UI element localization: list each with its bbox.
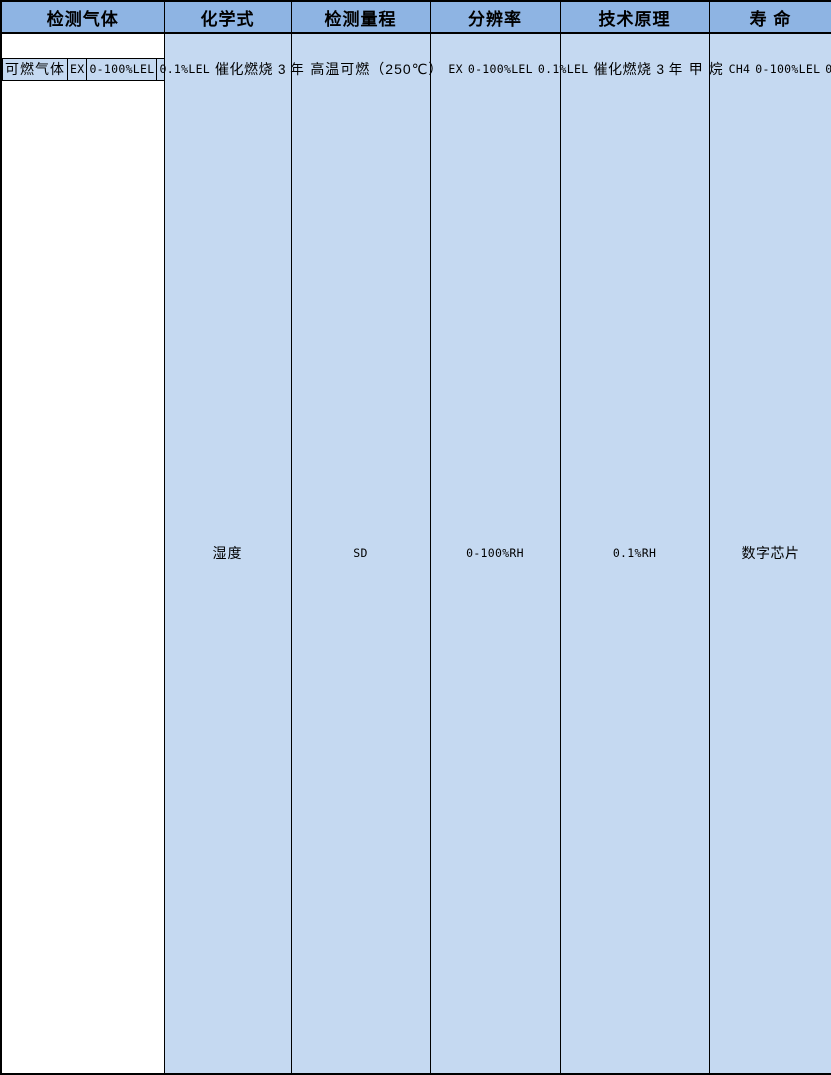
table-row: 可燃气体 EX 0-100%LEL 0.1%LEL 催化燃烧 3 年高温可燃（250℃） E…: [2, 56, 831, 83]
cell-name: 可燃气体: [2, 57, 68, 81]
cell-resolution: 0.1%LEL: [534, 57, 592, 81]
table-row: 可燃气体 EX 0-100%LEL 0.1%LEL 催化燃烧 3 年高温可燃（250℃） E…: [2, 51, 831, 88]
table-row: 可燃气体 EX 0-100%LEL 0.1%LEL 催化燃烧 3 年高温可燃（250℃） E…: [2, 55, 831, 84]
table-row: 可燃气体 EX 0-100%LEL 0.1%LEL 催化燃烧 3 年高温可燃（250℃） E…: [2, 42, 831, 96]
cell-formula: EX: [66, 57, 88, 81]
cell-name: 高温可燃（250℃）: [307, 57, 447, 81]
table-row: 可燃气体 EX 0-100%LEL 0.1%LEL 催化燃烧 3 年高温可燃（250℃） E…: [2, 57, 686, 81]
cell-range: 0-100%RH: [429, 32, 561, 1075]
table-row: 可燃气体 EX 0-100%LEL 0.1%LEL 催化燃烧 3 年高温可燃（250℃） E…: [2, 56, 831, 82]
table-body: 可燃气体 EX 0-100%LEL 0.1%LEL 催化燃烧 3 年高温可燃（250℃） E…: [1, 32, 831, 1075]
table-row: 可燃气体 EX 0-100%LEL 0.1%LEL 催化燃烧 3 年高温可燃（250℃） E…: [2, 49, 831, 90]
table-row: 可燃气体 EX 0-100%LEL 0.1%LEL 催化燃烧 3 年高温可燃（250℃） E…: [2, 38, 831, 101]
cell-principle: 催化燃烧: [212, 57, 277, 81]
table-row: 可燃气体 EX 0-100%LEL 0.1%LEL 催化燃烧 3 年高温可燃（250℃） E…: [2, 56, 831, 82]
table-row: 可燃气体 EX 0-100%LEL 0.1%LEL 催化燃烧 3 年高温可燃（250℃） E…: [2, 45, 831, 94]
column-header-resolution: 分辨率: [429, 0, 561, 34]
table-row: 可燃气体 EX 0-100%LEL 0.1%LEL 催化燃烧 3 年高温可燃（250℃） E…: [2, 50, 831, 88]
table-row: 可燃气体 EX 0-100%LEL 0.1%LEL 催化燃烧 3 年高温可燃（250℃） E…: [2, 41, 831, 97]
table-header: 检测气体 化学式 检测量程 分辨率 技术原理 寿 命: [0, 0, 831, 34]
table-row: 可燃气体 EX 0-100%LEL 0.1%LEL 催化燃烧 3 年高温可燃（250℃） E…: [2, 47, 831, 92]
cell-resolution: 0.1%LEL: [156, 57, 214, 81]
table-row: 可燃气体 EX 0-100%LEL 0.1%LEL 催化燃烧 3 年高温可燃（250℃） E…: [2, 47, 831, 91]
column-header-principle: 技术原理: [559, 0, 710, 34]
table-row: 可燃气体 EX 0-100%LEL 0.1%LEL 催化燃烧 3 年高温可燃（250℃） E…: [2, 48, 831, 90]
table-row: 可燃气体 EX 0-100%LEL 0.1%LEL 催化燃烧 3 年高温可燃（250℃） E…: [2, 53, 831, 85]
table-header-row: 检测气体 化学式 检测量程 分辨率 技术原理 寿 命: [0, 0, 831, 34]
cell-formula: SD: [290, 32, 431, 1075]
table-row: 可燃气体 EX 0-100%LEL 0.1%LEL 催化燃烧 3 年高温可燃（250℃） E…: [2, 35, 831, 103]
table-row: 可燃气体 EX 0-100%LEL 0.1%LEL 催化燃烧 3 年高温可燃（250℃） E…: [2, 50, 831, 89]
table-row: 可燃气体 EX 0-100%LEL 0.1%LEL 催化燃烧 3 年高温可燃（250℃） E…: [2, 42, 831, 97]
table-row: 可燃气体 EX 0-100%LEL 0.1%LEL 催化燃烧 3 年高温可燃（250℃） E…: [2, 36, 831, 102]
table-row: 可燃气体 EX 0-100%LEL 0.1%LEL 催化燃烧 3 年高温可燃（250℃） E…: [2, 52, 831, 87]
table-row: 可燃气体 EX 0-100%LEL 0.1%LEL 催化燃烧 3 年: [2, 57, 308, 81]
table-row: 可燃气体 EX 0-100%LEL 0.1%LEL 催化燃烧 3 年高温可燃（250℃） E…: [1, 32, 831, 1075]
cell-principle: 数字芯片: [708, 32, 831, 1075]
column-header-formula: 化学式: [163, 0, 292, 34]
cell-name: 湿度: [163, 32, 292, 1075]
table-row: 可燃气体 EX 0-100%LEL 0.1%LEL 催化燃烧 3 年高温可燃（250℃） E…: [2, 45, 831, 93]
table-row: 可燃气体 EX 0-100%LEL 0.1%LEL 催化燃烧 3 年高温可燃（250℃） E…: [2, 55, 831, 83]
table-row: 可燃气体 EX 0-100%LEL 0.1%LEL 催化燃烧 3 年高温可燃（250℃） E…: [2, 37, 831, 101]
table-row: 可燃气体 EX 0-100%LEL 0.1%LEL 催化燃烧 3 年高温可燃（250℃） E…: [2, 49, 831, 89]
cell-range: 0-100%LEL: [86, 57, 158, 81]
cell-resolution: 0.1%RH: [559, 32, 710, 1075]
column-header-range: 检测量程: [290, 0, 431, 34]
table-row: 可燃气体 EX 0-100%LEL 0.1%LEL 催化燃烧 3 年高温可燃（250℃） E…: [2, 40, 831, 99]
table-row: 可燃气体 EX 0-100%LEL 0.1%LEL 催化燃烧 3 年高温可燃（250℃） E…: [2, 56, 831, 82]
table-row: 可燃气体 EX 0-100%LEL 0.1%LEL 催化燃烧 3 年高温可燃（250℃） E…: [2, 52, 831, 86]
cell-formula: CH4: [725, 56, 754, 82]
column-header-life: 寿 命: [708, 0, 831, 34]
column-header-gas-name: 检测气体: [0, 0, 165, 34]
table-row: 可燃气体 EX 0-100%LEL 0.1%LEL 催化燃烧 3 年高温可燃（250℃） E…: [2, 51, 831, 87]
table-row: 可燃气体 EX 0-100%LEL 0.1%LEL 催化燃烧 3 年高温可燃（250℃） E…: [2, 44, 831, 94]
cell-principle: 催化燃烧: [590, 57, 655, 81]
cell-range: 0-100%LEL: [752, 56, 824, 82]
cell-formula: EX: [445, 57, 466, 81]
table-row: 可燃气体 EX 0-100%LEL 0.1%LEL 催化燃烧 3 年高温可燃（250℃） E…: [2, 39, 831, 100]
table-row: 可燃气体 EX 0-100%LEL 0.1%LEL 催化燃烧 3 年高温可燃（250℃） E…: [2, 37, 831, 102]
cell-life: 3 年: [275, 57, 308, 81]
table-row: 可燃气体 EX 0-100%LEL 0.1%LEL 催化燃烧 3 年高温可燃（250℃） E…: [2, 41, 831, 98]
table-row: 可燃气体 EX 0-100%LEL 0.1%LEL 催化燃烧 3 年高温可燃（250℃） E…: [2, 53, 831, 86]
table-row: 可燃气体 EX 0-100%LEL 0.1%LEL 催化燃烧 3 年高温可燃（250℃） E…: [2, 36, 831, 103]
table-row: 可燃气体 EX 0-100%LEL 0.1%LEL 催化燃烧 3 年高温可燃（250℃） E…: [2, 35, 831, 104]
cell-life: 3 年: [653, 57, 686, 81]
table-row: 可燃气体 EX 0-100%LEL 0.1%LEL 催化燃烧 3 年高温可燃（250℃） E…: [2, 54, 831, 84]
table-row: 可燃气体 EX 0-100%LEL 0.1%LEL 催化燃烧 3 年高温可燃（250℃） E…: [2, 43, 831, 95]
table-row: 可燃气体 EX 0-100%LEL 0.1%LEL 催化燃烧 3 年高温可燃（250℃） E…: [2, 54, 831, 85]
table-row: 可燃气体 EX 0-100%LEL 0.1%LEL 催化燃烧 3 年高温可燃（250℃） E…: [2, 44, 831, 95]
cell-name: 甲 烷: [685, 56, 727, 82]
table-row: 可燃气体 EX 0-100%LEL 0.1%LEL 催化燃烧 3 年高温可燃（250℃） E…: [2, 38, 831, 100]
cell-range: 0-100%LEL: [464, 57, 536, 81]
table-row: 可燃气体 EX 0-100%LEL 0.1%LEL 催化燃烧 3 年高温可燃（250℃） E…: [2, 48, 831, 91]
table-row: 可燃气体 EX 0-100%LEL 0.1%LEL 催化燃烧 3 年高温可燃（250℃） E…: [2, 43, 831, 96]
table-row: 可燃气体 EX 0-100%LEL 0.1%LEL 催化燃烧 3 年高温可燃（250℃） E…: [2, 46, 831, 92]
table-row: 可燃气体 EX 0-100%LEL 0.1%LEL 催化燃烧 3 年高温可燃（250℃） E…: [2, 46, 831, 93]
table-row: 可燃气体 EX 0-100%LEL 0.1%LEL 催化燃烧 3 年高温可燃（250℃） E…: [2, 39, 831, 99]
table-row: 可燃气体 EX 0-100%LEL 0.1%LEL 催化燃烧 3 年高温可燃（250℃） E…: [2, 40, 831, 98]
